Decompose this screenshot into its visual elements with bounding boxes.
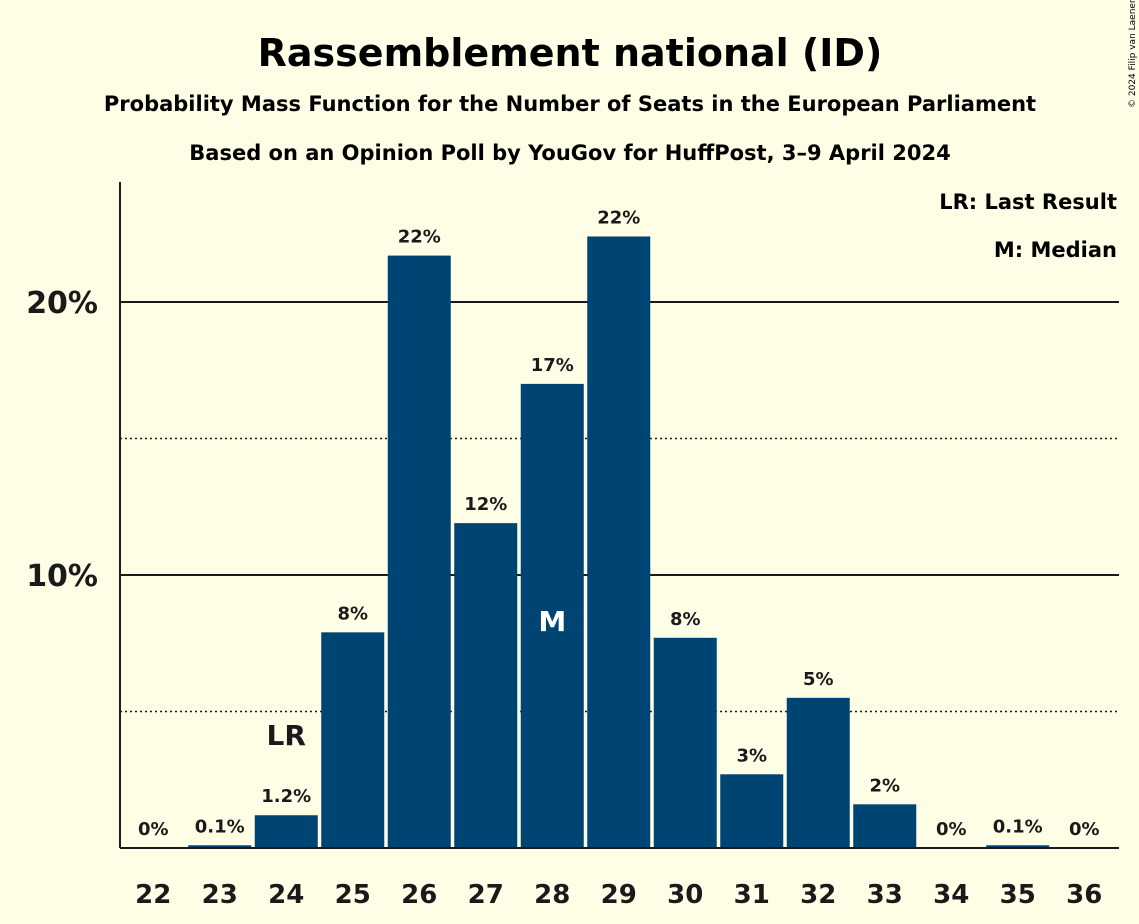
x-tick-label: 33 bbox=[867, 880, 903, 910]
bar-value-label: 22% bbox=[597, 207, 640, 228]
bar-value-label: 8% bbox=[670, 609, 701, 630]
bar-labels: 0% 0.1% 1.2% 8% 22% 12% 17% 22% 8% 3% 5% 2% 0% 0.1% 0%… bbox=[138, 207, 1100, 840]
x-tick-label: 31 bbox=[734, 880, 770, 910]
bar-28 bbox=[520, 383, 584, 848]
bar-30 bbox=[653, 637, 717, 848]
chart-source: Based on an Opinion Poll by YouGov for H… bbox=[189, 141, 950, 165]
bar-value-label: 0.1% bbox=[993, 816, 1043, 837]
bar-value-label: 3% bbox=[736, 745, 767, 766]
bar-value-label: 8% bbox=[337, 603, 368, 624]
bars bbox=[188, 236, 1050, 849]
x-tick-label: 28 bbox=[534, 880, 570, 910]
bar-value-label: 17% bbox=[531, 355, 574, 376]
legend-median: M: Median bbox=[994, 238, 1117, 262]
bar-26 bbox=[387, 255, 451, 849]
bar-value-label: 22% bbox=[398, 227, 441, 248]
bar-value-label: 12% bbox=[464, 494, 507, 515]
bar-value-label: 5% bbox=[803, 669, 834, 690]
bar-32 bbox=[786, 697, 850, 848]
x-tick-label: 26 bbox=[401, 880, 437, 910]
x-tick-label: 22 bbox=[135, 880, 171, 910]
x-tick-label: 32 bbox=[800, 880, 836, 910]
bar-25 bbox=[321, 632, 385, 848]
bar-value-label: 0% bbox=[138, 819, 169, 840]
bar-value-label: 0% bbox=[1069, 819, 1100, 840]
bar-35 bbox=[986, 845, 1050, 848]
bar-value-label: 0.1% bbox=[195, 816, 245, 837]
x-tick-label: 34 bbox=[933, 880, 969, 910]
x-tick-label: 23 bbox=[202, 880, 238, 910]
bar-29 bbox=[587, 236, 651, 849]
x-tick-label: 25 bbox=[335, 880, 371, 910]
x-tick-label: 24 bbox=[268, 880, 304, 910]
x-tick-label: 35 bbox=[1000, 880, 1036, 910]
legend-last-result: LR: Last Result bbox=[939, 190, 1117, 214]
median-marker: M bbox=[538, 605, 566, 638]
x-tick-label: 36 bbox=[1066, 880, 1102, 910]
axes: 10% 20% 22 23 24 25 26 27 28 29 30 31 32 33 34 35 36 bbox=[26, 182, 1119, 910]
x-tick-label: 27 bbox=[468, 880, 504, 910]
x-tick-label: 30 bbox=[667, 880, 703, 910]
bar-value-label: 2% bbox=[869, 775, 900, 796]
last-result-marker: LR bbox=[267, 719, 306, 752]
bar-31 bbox=[720, 774, 784, 848]
y-tick-label: 20% bbox=[26, 286, 98, 321]
chart-title: Rassemblement national (ID) bbox=[258, 31, 883, 75]
bar-27 bbox=[454, 523, 518, 848]
copyright-notice: © 2024 Filip van Laenen bbox=[1128, 0, 1138, 108]
bar-33 bbox=[853, 804, 917, 848]
chart-subtitle: Probability Mass Function for the Number… bbox=[104, 92, 1036, 116]
x-tick-label: 29 bbox=[601, 880, 637, 910]
bar-23 bbox=[188, 845, 252, 848]
bar-value-label: 1.2% bbox=[261, 786, 311, 807]
bar-value-label: 0% bbox=[936, 819, 967, 840]
bar-24 bbox=[254, 815, 318, 848]
y-tick-label: 10% bbox=[26, 559, 98, 594]
